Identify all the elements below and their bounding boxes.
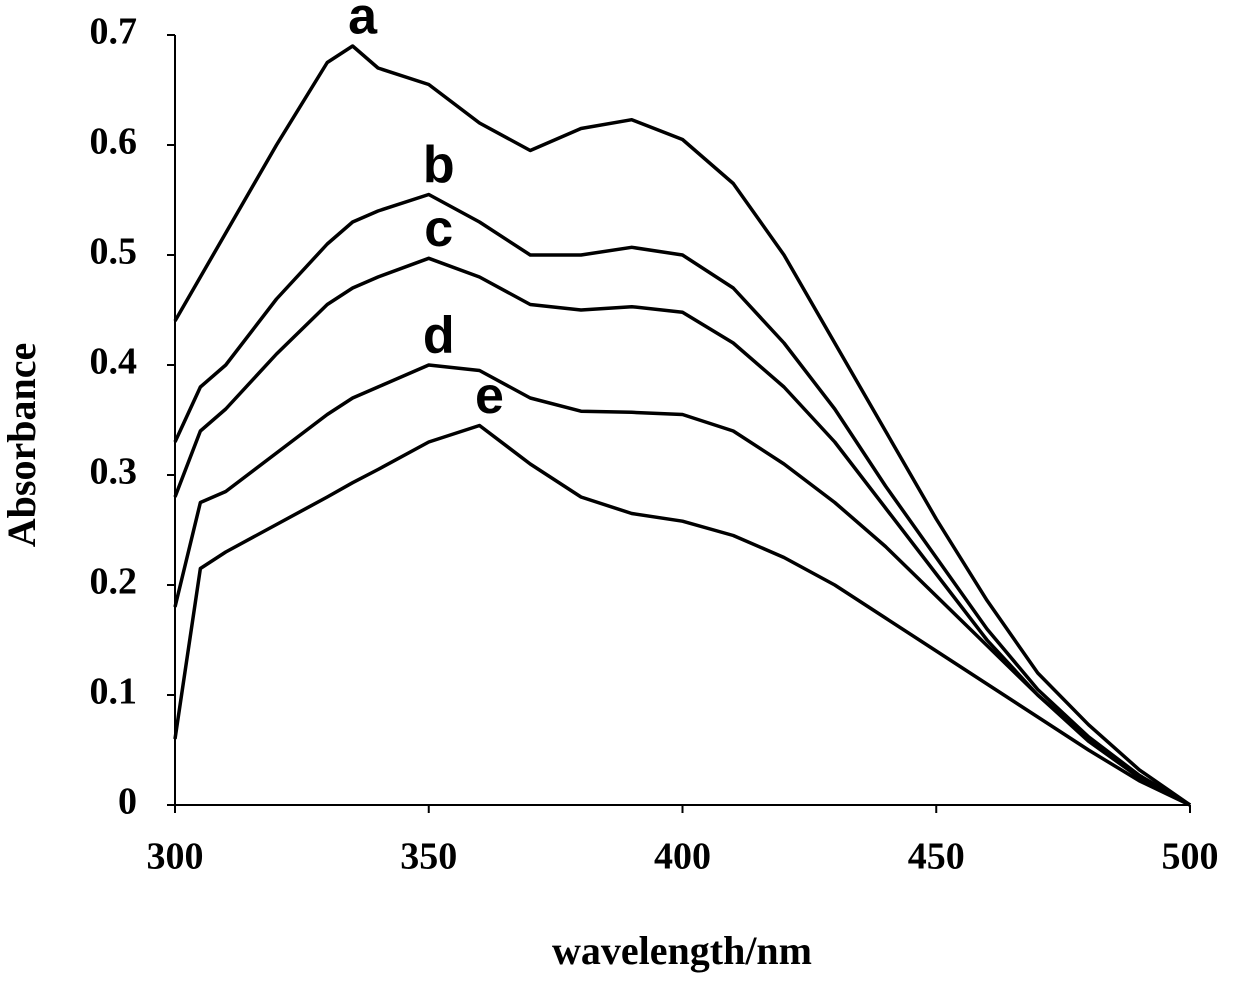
y-tick-label: 0.7 xyxy=(90,11,138,53)
line xyxy=(173,192,1191,807)
y-tick-label: 0.5 xyxy=(90,231,138,273)
line xyxy=(173,363,1191,807)
y-tick-label: 0.6 xyxy=(90,121,138,163)
series-label: b xyxy=(423,136,455,194)
line xyxy=(173,256,1191,807)
series-label: e xyxy=(475,367,504,425)
line xyxy=(173,423,1191,807)
y-tick-label: 0.2 xyxy=(90,561,138,603)
x-tick-label: 350 xyxy=(400,836,457,878)
y-tick-label: 0.1 xyxy=(90,671,138,713)
x-tick-label: 400 xyxy=(654,836,711,878)
x-tick-label: 300 xyxy=(147,836,204,878)
x-tick-label: 500 xyxy=(1162,836,1219,878)
x-axis-title: wavelength/nm xyxy=(552,928,812,973)
y-axis-title: Absorbance xyxy=(0,343,44,547)
series-label: a xyxy=(348,0,378,46)
y-tick-label: 0.3 xyxy=(90,451,138,493)
y-tick-label: 0.4 xyxy=(90,341,138,383)
x-tick-label: 450 xyxy=(908,836,965,878)
y-tick-label: 0 xyxy=(118,781,137,823)
series-label: d xyxy=(423,307,455,365)
series-label: c xyxy=(424,200,453,258)
line xyxy=(173,44,1191,807)
